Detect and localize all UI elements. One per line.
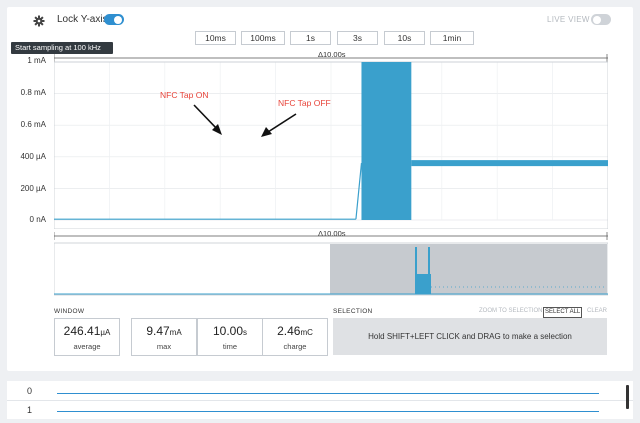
live-view-label: LIVE VIEW [547, 15, 590, 24]
stat-caption: average [73, 342, 101, 351]
window-button-10ms[interactable]: 10ms [195, 31, 236, 45]
stat-charge: 2.46mC charge [262, 318, 328, 356]
stat-value: 2.46mC [277, 324, 313, 338]
chart-grid [54, 61, 608, 221]
stat-caption: charge [283, 342, 307, 351]
overview-duration-label: Δ10.00s [318, 229, 346, 238]
window-button-100ms[interactable]: 100ms [241, 31, 285, 45]
overview-window-highlight [330, 244, 607, 294]
live-view-toggle[interactable] [591, 14, 611, 25]
current-chart[interactable] [54, 53, 608, 229]
channels-scrollbar[interactable] [626, 385, 629, 409]
y-tick-label: 0 nA [29, 215, 46, 224]
stat-time: 10.00s time [197, 318, 263, 356]
y-tick-label: 0.8 mA [20, 88, 46, 97]
overview-burst [415, 274, 431, 294]
channel-trace-0 [57, 393, 599, 394]
zoom-to-selection-button[interactable]: ZOOM TO SELECTION [479, 308, 543, 314]
gear-icon[interactable] [32, 14, 46, 28]
current-trace [54, 62, 608, 220]
lock-y-axis-label: Lock Y-axis [57, 14, 108, 25]
sampling-tooltip: Start sampling at 100 kHz [11, 42, 113, 54]
annotation-nfc-tap-on: NFC Tap ON [160, 90, 209, 100]
channel-label-0: 0 [27, 386, 33, 396]
plot-frame [54, 61, 608, 229]
stat-value: 246.41µA [63, 324, 111, 338]
channel-label-1: 1 [27, 405, 33, 415]
arrow-head [212, 124, 222, 135]
annotation-nfc-tap-off: NFC Tap OFF [278, 98, 331, 108]
overview-chart[interactable] [54, 232, 608, 296]
stat-value: 9.47mA [146, 324, 182, 338]
window-duration-label: Δ10.00s [318, 50, 346, 59]
lock-y-axis-toggle[interactable] [104, 14, 124, 25]
overview-spike [428, 247, 430, 294]
y-tick-label: 0.6 mA [20, 120, 46, 129]
toggle-knob [593, 15, 601, 24]
channel-trace-1 [57, 411, 599, 412]
window-button-1min[interactable]: 1min [430, 31, 474, 45]
window-button-3s[interactable]: 3s [337, 31, 378, 45]
channel-divider [7, 400, 633, 401]
overview-spike [415, 247, 417, 294]
clear-button[interactable]: CLEAR [587, 308, 608, 314]
toggle-knob [114, 15, 122, 24]
arrow-line [193, 104, 219, 131]
stat-value: 10.00s [212, 324, 248, 338]
main-panel [7, 7, 633, 371]
stat-max: 9.47mA max [131, 318, 197, 356]
y-tick-label: 1 mA [27, 56, 46, 65]
stat-average: 246.41µA average [54, 318, 120, 356]
trace-edge [355, 163, 363, 220]
window-button-1s[interactable]: 1s [290, 31, 331, 45]
trace-burst [361, 62, 412, 220]
select-all-button[interactable]: SELECT ALL [543, 307, 583, 318]
y-tick-label: 400 µA [20, 152, 46, 161]
trace-plateau [411, 160, 608, 167]
selection-hint: Hold SHIFT+LEFT CLICK and DRAG to make a… [333, 318, 607, 355]
stat-caption: time [222, 342, 238, 351]
selection-section-title: SELECTION [333, 308, 373, 315]
arrow-head [261, 127, 272, 137]
window-section-title: WINDOW [54, 308, 85, 315]
arrow-line [267, 113, 297, 133]
y-tick-label: 200 µA [20, 184, 46, 193]
window-button-10s[interactable]: 10s [384, 31, 425, 45]
stat-caption: max [156, 342, 172, 351]
